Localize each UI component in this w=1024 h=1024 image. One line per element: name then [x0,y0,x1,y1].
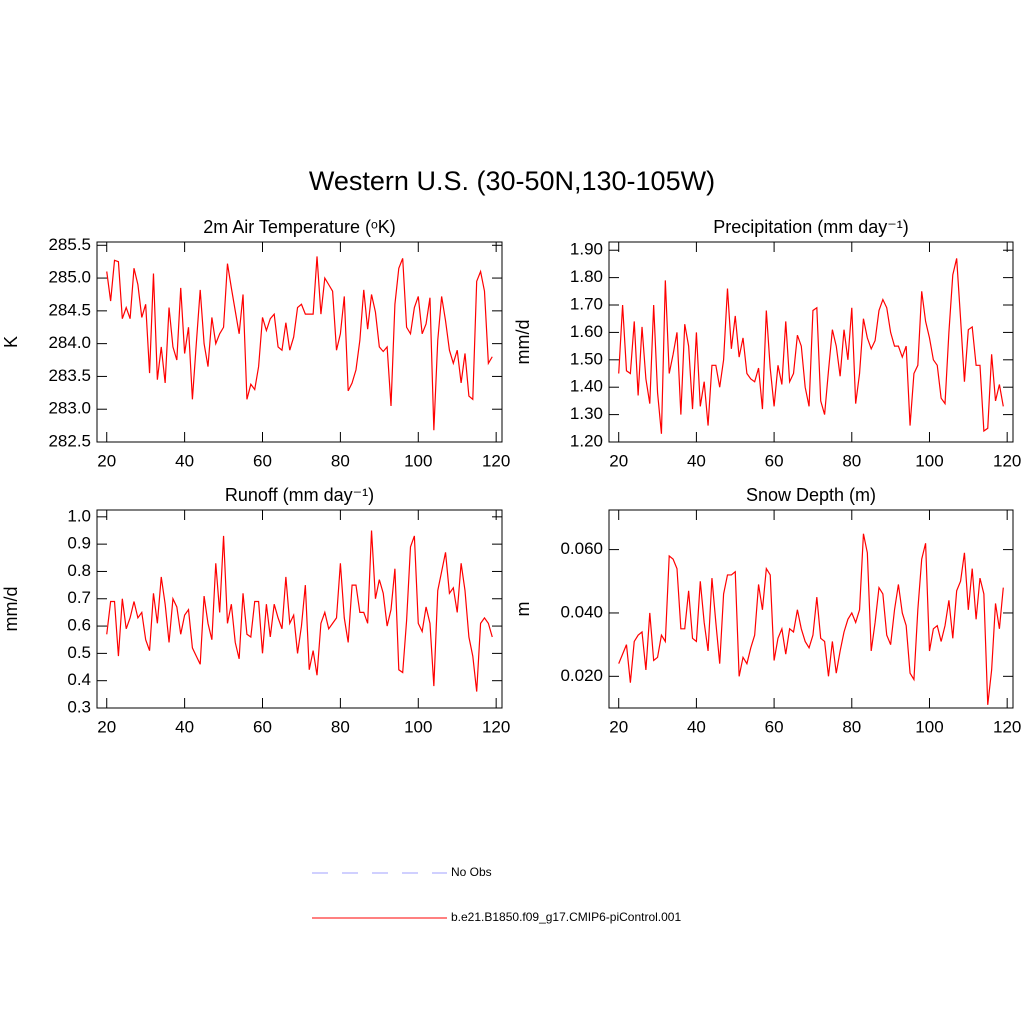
x-tick-label: 60 [253,717,272,736]
y-tick-label: 285.5 [48,235,91,254]
x-tick-label: 60 [253,451,272,470]
y-tick-label: 1.50 [570,349,603,368]
data-line [106,256,493,431]
panel: Precipitation (mm day⁻¹) mm/d 1.20 1.30 1.40… [513,217,1022,471]
x-tick-label: 100 [404,451,432,470]
y-tick-label: 1.70 [570,294,603,313]
x-tick-label: 120 [993,451,1021,470]
y-tick-label: 0.8 [67,561,91,580]
x-tick-label: 80 [842,451,861,470]
x-tick-label: 40 [687,451,706,470]
y-axis-label: K [1,336,21,348]
x-tick-label: 40 [175,451,194,470]
x-tick-label: 80 [842,717,861,736]
y-axis-label: mm/d [1,587,21,632]
y-tick-label: 285.0 [48,268,91,287]
y-tick-label: 1.40 [570,377,603,396]
panel-title: Runoff (mm day⁻¹) [225,485,374,505]
figure-title: Western U.S. (30-50N,130-105W) [309,166,715,196]
y-tick-label: 0.6 [67,616,91,635]
y-axis-label: m [513,602,533,617]
panel: Runoff (mm day⁻¹) mm/d 0.3 0.4 0.5 0.6 0.7 0.8 0… [1,485,511,737]
y-tick-label: 0.3 [67,697,91,716]
legend-label: b.e21.B1850.f09_g17.CMIP6-piControl.001 [451,910,681,924]
y-axis-label: mm/d [513,320,533,365]
panel-title: Precipitation (mm day⁻¹) [713,217,909,237]
y-tick-label: 0.7 [67,588,91,607]
y-tick-label: 1.30 [570,404,603,423]
plot-frame [96,509,503,709]
x-tick-label: 20 [609,451,628,470]
plot-frame [96,241,503,443]
data-line [618,258,1004,434]
x-tick-label: 20 [97,451,116,470]
plot-frame [608,241,1014,443]
y-tick-label: 283.5 [48,366,91,385]
x-tick-label: 60 [765,717,784,736]
x-tick-label: 120 [482,451,510,470]
y-tick-label: 284.0 [48,333,91,352]
x-tick-label: 120 [993,717,1021,736]
y-tick-label: 284.5 [48,300,91,319]
y-tick-label: 1.60 [570,322,603,341]
panel: 2m Air Temperature (ᵒK) K 282.5 283.0 283.5 2… [1,217,511,471]
y-tick-label: 0.040 [560,602,603,621]
y-tick-label: 0.9 [67,534,91,553]
data-line [618,533,1004,705]
x-tick-label: 80 [331,451,350,470]
y-tick-label: 1.20 [570,431,603,450]
y-tick-label: 0.060 [560,539,603,558]
x-tick-label: 100 [915,717,943,736]
x-tick-label: 120 [482,717,510,736]
y-tick-label: 1.0 [67,506,91,525]
panel: Snow Depth (m) m 0.020 0.040 0.060 20 40 60 80 10… [513,485,1022,737]
panel-title: Snow Depth (m) [746,485,876,505]
panel-title: 2m Air Temperature (ᵒK) [203,217,396,237]
x-tick-label: 40 [687,717,706,736]
y-tick-label: 283.0 [48,399,91,418]
y-tick-label: 0.5 [67,643,91,662]
legend-label: No Obs [451,865,492,879]
x-tick-label: 20 [97,717,116,736]
y-tick-label: 1.80 [570,267,603,286]
plot-frame [608,509,1014,709]
x-tick-label: 80 [331,717,350,736]
x-tick-label: 20 [609,717,628,736]
y-tick-label: 282.5 [48,431,91,450]
x-tick-label: 60 [765,451,784,470]
x-tick-label: 40 [175,717,194,736]
y-tick-label: 0.4 [67,670,91,689]
data-line [106,530,493,692]
x-tick-label: 100 [915,451,943,470]
x-tick-label: 100 [404,717,432,736]
y-tick-label: 0.020 [560,666,603,685]
y-tick-label: 1.90 [570,240,603,259]
